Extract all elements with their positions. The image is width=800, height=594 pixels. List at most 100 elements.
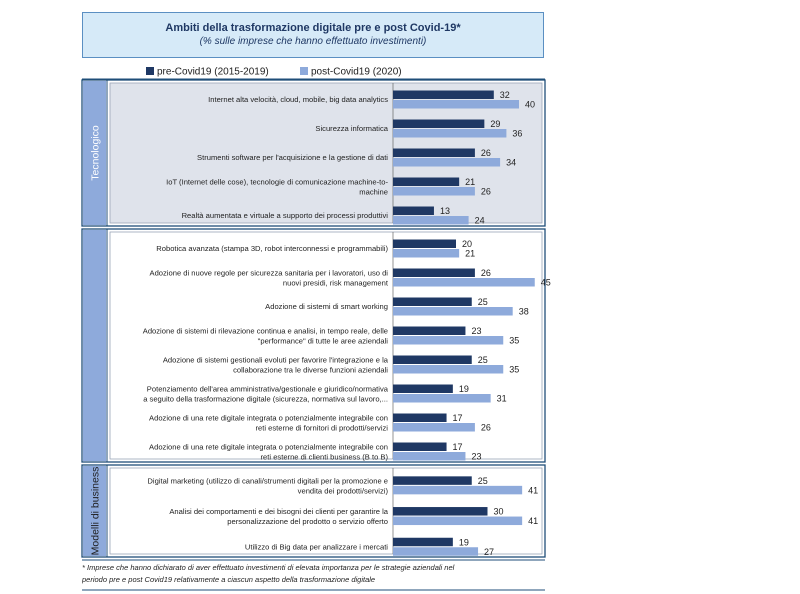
data-label-post: 45 (541, 278, 551, 288)
data-label-pre: 23 (471, 326, 481, 336)
bar-post (393, 216, 469, 225)
group-label-3: Modelli di business (90, 467, 102, 556)
bar-post (393, 187, 475, 196)
footnote-line-2: periodo pre e post Covid19 relativamente… (82, 575, 376, 584)
legend-label-pre: pre-Covid19 (2015-2019) (157, 67, 269, 78)
bar-post (393, 485, 523, 495)
data-label-pre: 19 (459, 537, 469, 547)
data-label-post: 36 (512, 129, 522, 139)
category-label: collaborazione tra le diverse funzioni a… (233, 366, 388, 375)
legend-label-post: post-Covid19 (2020) (311, 67, 402, 78)
data-label-post: 35 (509, 365, 519, 375)
chart-title: Ambiti della trasformazione digitale pre… (165, 22, 461, 34)
data-label-post: 24 (475, 216, 485, 226)
bar-post (393, 394, 491, 403)
bar-pre (393, 206, 434, 215)
category-label: Analisi dei comportamenti e dei bisogni … (169, 507, 388, 516)
data-label-pre: 20 (462, 239, 472, 249)
category-label: Sicurezza informatica (315, 124, 388, 133)
footnote-line-1: * Imprese che hanno dichiarato di aver e… (82, 563, 455, 572)
data-label-post: 35 (509, 336, 519, 346)
data-label-post: 21 (465, 249, 475, 259)
bar-pre (393, 297, 472, 306)
data-label-pre: 25 (478, 355, 488, 365)
data-label-pre: 25 (478, 476, 488, 486)
category-label: Robotica avanzata (stampa 3D, robot inte… (156, 244, 388, 253)
data-label-post: 40 (525, 100, 535, 110)
bar-pre (393, 268, 475, 277)
data-label-pre: 29 (490, 119, 500, 129)
category-label: Potenziamento dell'area amministrativa/g… (147, 385, 389, 394)
bar-post (393, 278, 535, 287)
category-label: Adozione di una rete digitale integrata … (149, 443, 388, 452)
data-label-pre: 17 (453, 442, 463, 452)
bar-post (393, 547, 479, 556)
category-label: Adozione di sistemi gestionali evoluti p… (163, 356, 389, 365)
bar-pre (393, 119, 485, 128)
chart-subtitle: (% sulle imprese che hanno effettuato in… (199, 36, 427, 47)
group-label-band-1 (83, 81, 106, 225)
data-label-pre: 25 (478, 297, 488, 307)
bar-pre (393, 413, 447, 422)
data-label-post: 23 (471, 452, 481, 462)
bar-pre (393, 177, 460, 186)
data-label-pre: 26 (481, 148, 491, 158)
data-label-pre: 30 (494, 507, 504, 517)
chart-title-box: Ambiti della trasformazione digitale pre… (82, 12, 544, 58)
group-label-1: Tecnologico (90, 125, 102, 181)
bar-post (393, 249, 460, 258)
category-label: reti esterne di clienti business (B to B… (261, 453, 389, 462)
bar-post (393, 336, 504, 345)
bar-post (393, 452, 466, 461)
bar-pre (393, 90, 494, 99)
data-label-pre: 32 (500, 90, 510, 100)
group-label-band-2 (83, 230, 106, 461)
data-label-post: 26 (481, 423, 491, 433)
group-label-band-3 (83, 466, 106, 556)
bar-post (393, 516, 523, 526)
bar-post (393, 365, 504, 374)
category-label: Adozione di nuove regole per sicurezza s… (150, 269, 389, 278)
bar-post (393, 158, 501, 167)
data-label-post: 38 (519, 307, 529, 317)
category-label: vendita dei prodotti/servizi) (298, 486, 389, 495)
bar-pre (393, 384, 453, 393)
bar-pre (393, 537, 453, 547)
category-label: Adozione di una rete digitale integrata … (149, 414, 388, 423)
category-label: machine (359, 188, 388, 197)
bar-pre (393, 442, 447, 451)
data-label-post: 31 (497, 394, 507, 404)
data-label-post: 41 (528, 516, 538, 526)
bar-pre (393, 476, 472, 485)
legend-swatch-post (300, 67, 308, 75)
data-label-post: 27 (484, 547, 494, 557)
data-label-pre: 13 (440, 206, 450, 216)
category-label: "performance" di tutte le aree aziendali (258, 337, 389, 346)
category-label: Digital marketing (utilizzo di canali/st… (147, 476, 388, 485)
bar-pre (393, 326, 466, 335)
category-label: nuovi presidi, risk management (283, 279, 389, 288)
data-label-pre: 21 (465, 177, 475, 187)
legend-swatch-pre (146, 67, 154, 75)
data-label-pre: 26 (481, 268, 491, 278)
footnote: * Imprese che hanno dichiarato di aver e… (82, 562, 544, 586)
data-label-post: 41 (528, 485, 538, 495)
bar-pre (393, 239, 456, 248)
category-label: Strumenti software per l'acquisizione e … (197, 153, 388, 162)
bar-pre (393, 507, 488, 516)
category-label: personalizzazione del prodotto o servizi… (227, 517, 388, 526)
data-label-pre: 17 (453, 413, 463, 423)
bar-post (393, 307, 513, 316)
bar-post (393, 129, 507, 138)
data-label-pre: 19 (459, 384, 469, 394)
data-label-post: 34 (506, 158, 516, 168)
category-label: reti esterne di fornitori di prodotti/se… (255, 424, 388, 433)
bar-post (393, 100, 519, 109)
category-label: IoT (Internet delle cose), tecnologie di… (166, 178, 388, 187)
category-label: Utilizzo di Big data per analizzare i me… (245, 542, 388, 551)
bar-pre (393, 148, 475, 157)
category-label: Adozione di sistemi di smart working (265, 302, 388, 311)
category-label: a seguito della trasformazione digitale … (143, 395, 388, 404)
category-label: Adozione di sistemi di rilevazione conti… (143, 327, 388, 336)
bar-pre (393, 355, 472, 364)
